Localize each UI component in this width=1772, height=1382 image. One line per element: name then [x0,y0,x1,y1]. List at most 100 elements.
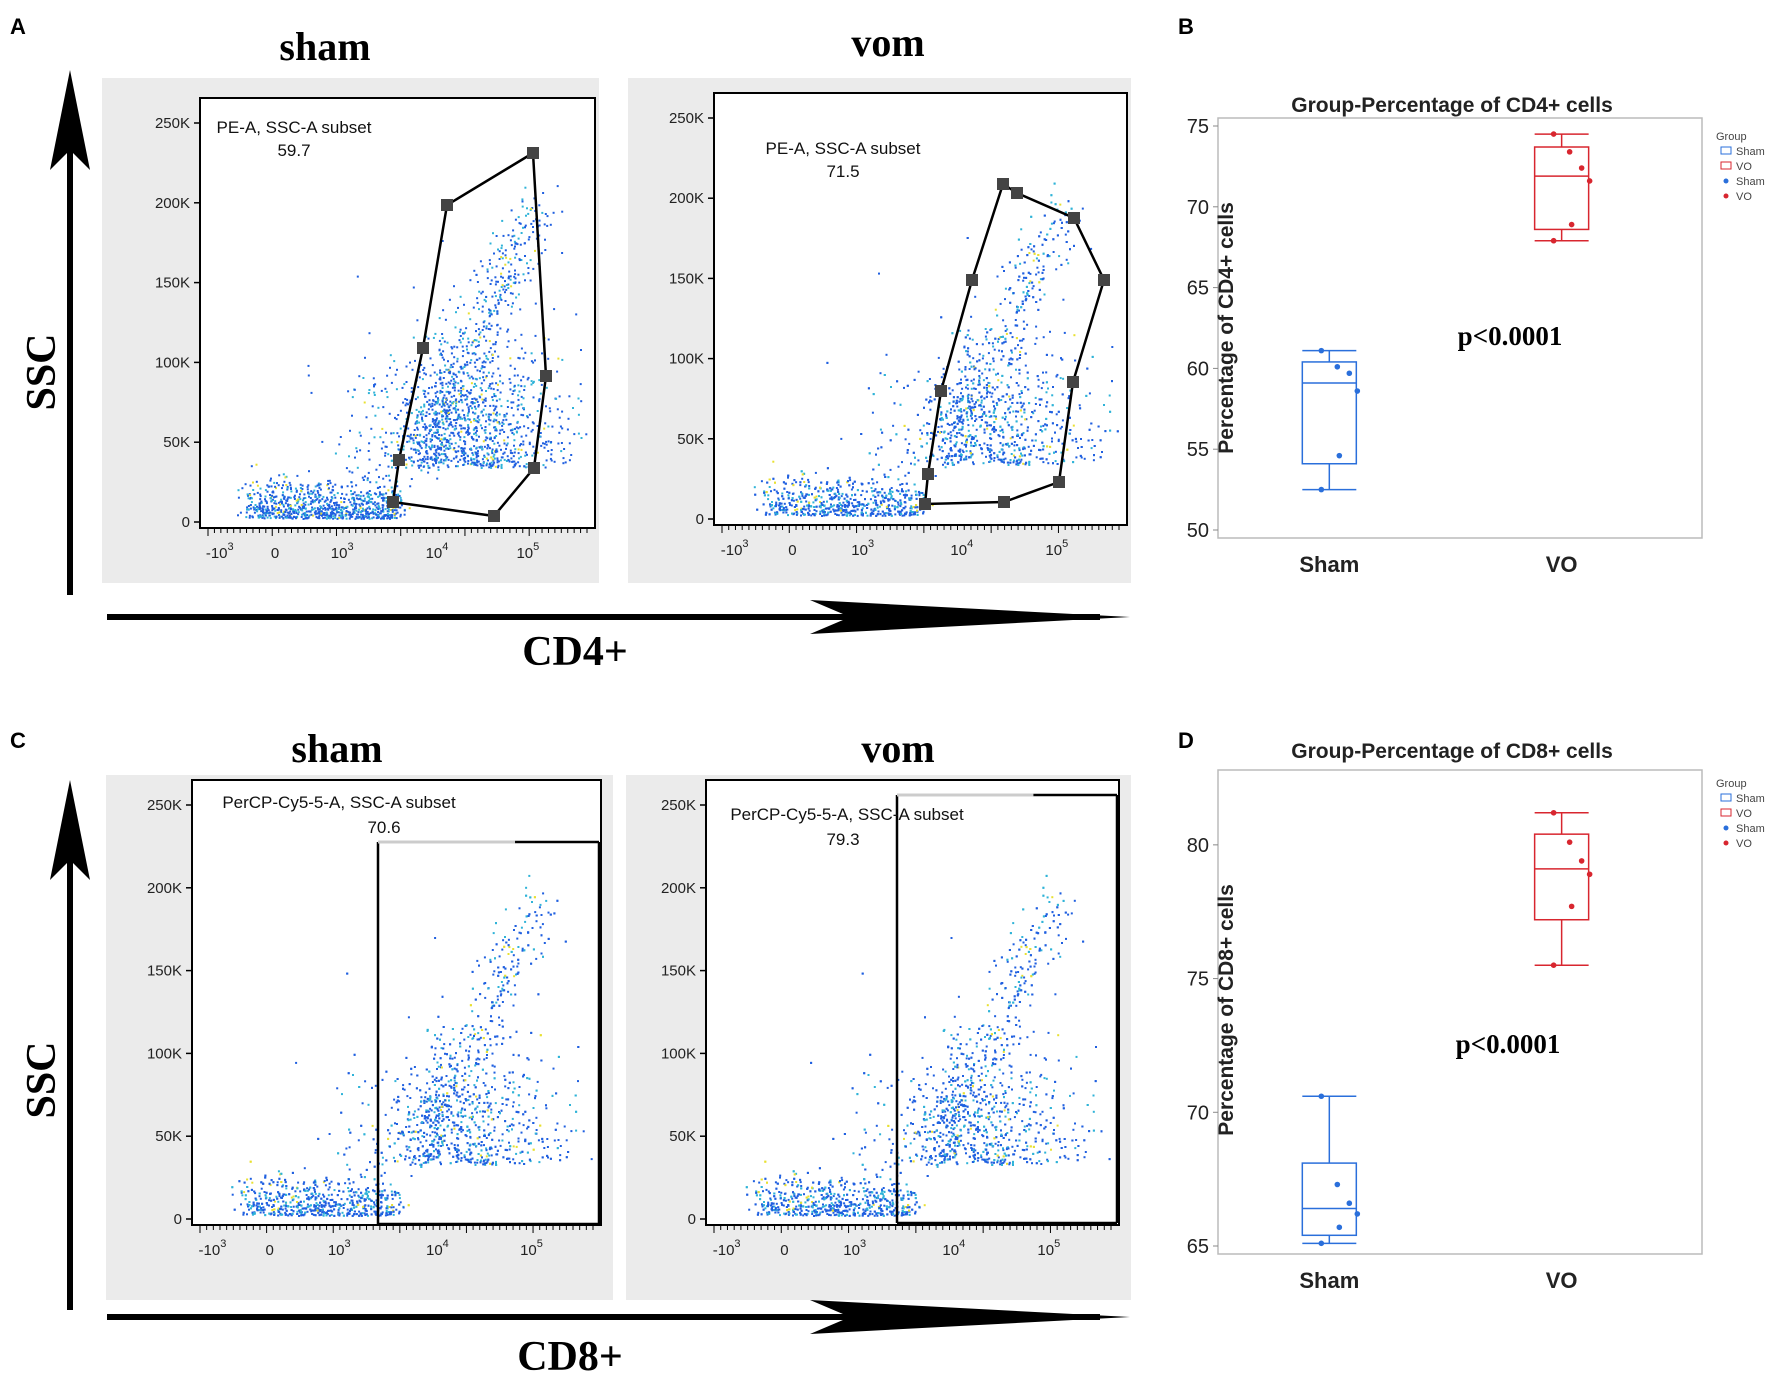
event-dot [858,501,861,504]
event-dot [411,464,414,467]
gate-vertex[interactable] [919,498,931,510]
event-dot [345,493,348,496]
event-dot [356,466,359,469]
event-dot [528,441,531,444]
event-dot [460,365,463,368]
event-dot [961,395,964,398]
gate-vertex[interactable] [1098,274,1110,286]
gate-vertex[interactable] [1053,476,1065,488]
event-dot [539,435,541,438]
gate-vertex[interactable] [527,147,539,159]
event-dot [544,249,547,251]
event-dot [328,517,331,520]
event-dot [844,511,847,514]
gate-vertex[interactable] [997,178,1009,190]
event-dot [449,382,452,385]
event-dot [522,397,525,400]
event-dot [382,499,384,502]
gate-vertex[interactable] [922,468,934,480]
event-dot [486,270,489,273]
event-dot [497,299,500,302]
event-dot [1065,221,1068,224]
event-dot [478,344,480,347]
event-dot [269,511,272,514]
event-dot [379,486,381,488]
event-dot [1020,415,1023,418]
event-dot [358,508,361,511]
event-dot [904,494,907,497]
gate-polygon[interactable] [923,182,1106,506]
event-dot [536,410,539,412]
event-dot [282,473,285,476]
event-dot [1047,387,1049,390]
event-dot [441,418,444,421]
event-dot [377,511,380,513]
event-dot [399,513,402,516]
event-dot [340,501,343,504]
event-dot [407,403,409,406]
event-dot [490,324,493,327]
event-dot [496,461,499,464]
event-dot [887,504,890,507]
gate-vertex[interactable] [966,274,978,286]
gate-vertex[interactable] [528,462,540,474]
event-dot [1008,288,1011,291]
event-dot [340,516,343,519]
event-dot [504,263,507,266]
event-dot [478,333,481,336]
gate-vertex[interactable] [1067,376,1079,388]
event-dot [526,207,528,210]
event-dot [872,494,875,497]
event-dot [959,448,962,451]
event-dot [1007,364,1010,367]
event-dot [940,376,943,379]
event-dot [462,457,465,460]
gate-vertex[interactable] [488,510,500,522]
gate-vertex[interactable] [393,454,405,466]
event-dot [428,445,431,448]
event-dot [1020,452,1022,455]
event-dot [446,403,449,406]
event-dot [389,516,392,519]
event-dot [514,218,517,221]
event-dot [1031,287,1034,290]
event-dot [973,387,976,390]
event-dot [763,494,766,497]
gate-vertex[interactable] [998,496,1010,508]
event-dot [418,441,421,444]
event-dot [1022,462,1025,465]
event-dot [474,365,477,368]
event-dot [856,514,859,517]
event-dot [302,499,304,502]
gate-vertex[interactable] [441,199,453,211]
event-dot [396,432,399,435]
event-dot [990,449,993,452]
event-dot [1093,445,1096,447]
gate-vertex[interactable] [540,370,552,382]
event-dot [459,417,462,420]
event-dot [434,332,437,335]
gate-vertex[interactable] [417,342,429,354]
event-dot [1035,456,1038,459]
event-dot [458,331,461,333]
event-dot [963,443,966,446]
event-dot [320,506,323,509]
gate-vertex[interactable] [387,496,399,508]
event-dot [337,507,340,510]
y-tick-label: 50K [677,431,704,448]
event-dot [1049,445,1052,448]
event-dot [494,304,497,307]
event-dot [286,498,289,501]
event-dot [903,514,906,517]
event-dot [984,335,987,338]
gate-vertex[interactable] [1011,187,1023,199]
event-dot [350,493,353,496]
event-dot [901,514,904,517]
event-dot [332,509,335,512]
event-dot [438,403,441,406]
gate-vertex[interactable] [935,385,947,397]
gate-vertex[interactable] [1068,212,1080,224]
event-dot [907,428,910,431]
event-dot [315,495,318,498]
